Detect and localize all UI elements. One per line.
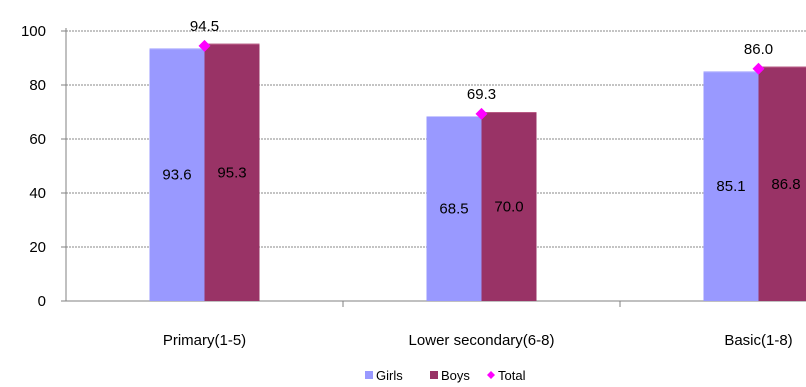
category-label: Basic(1-8) (724, 332, 792, 349)
total-label: 86.0 (744, 41, 773, 58)
bars (149, 39, 806, 301)
y-tick-label: 40 (29, 185, 46, 202)
value-label: 70.0 (494, 199, 523, 216)
y-tick-label: 100 (21, 23, 46, 40)
y-tick-label: 20 (29, 239, 46, 256)
total-label: 94.5 (190, 18, 219, 35)
value-label: 93.6 (162, 167, 191, 184)
y-tick-label: 60 (29, 131, 46, 148)
value-label: 95.3 (217, 164, 246, 181)
axes: 0 20 40 60 80 100 Primary(1-5) Lower secondary(… (21, 23, 806, 349)
bar-girls (149, 48, 205, 301)
total-marker (198, 39, 211, 52)
legend: Girls Boys Total (365, 368, 526, 383)
legend-label-total: Total (498, 368, 526, 383)
bar-girls (426, 116, 482, 301)
total-marker (475, 107, 488, 120)
value-label: 85.1 (716, 178, 745, 195)
legend-swatch-girls (365, 371, 373, 379)
total-marker (752, 62, 765, 75)
y-tick-label: 80 (29, 77, 46, 94)
data-labels: 93.6 95.3 94.5 68.5 70.0 69.3 85.1 86.8 86.0 (162, 18, 800, 218)
value-label: 86.8 (771, 176, 800, 193)
category-label: Lower secondary(6-8) (409, 332, 555, 349)
value-label: 68.5 (439, 201, 468, 218)
legend-swatch-total (487, 371, 495, 379)
total-label: 69.3 (467, 86, 496, 103)
legend-label-girls: Girls (376, 368, 403, 383)
legend-swatch-boys (430, 371, 438, 379)
bar-boys (481, 112, 537, 301)
bar-boys (758, 66, 806, 301)
y-tick-label: 0 (38, 293, 46, 310)
category-label: Primary(1-5) (163, 332, 246, 349)
bar-boys (204, 43, 260, 301)
bar-girls (703, 71, 759, 301)
legend-label-boys: Boys (441, 368, 470, 383)
